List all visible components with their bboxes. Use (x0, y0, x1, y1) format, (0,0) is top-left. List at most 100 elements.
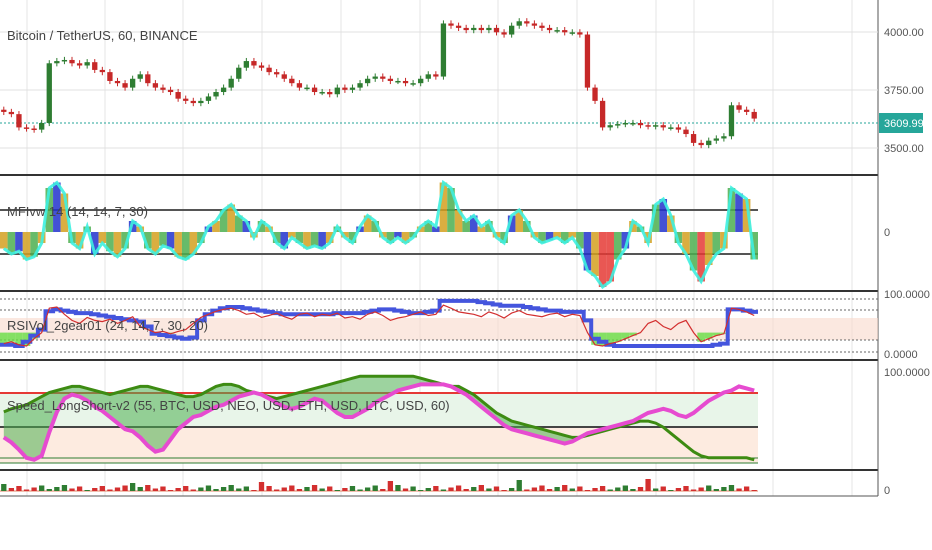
volume-bar (349, 486, 356, 491)
rsi-fill-segment (704, 332, 713, 339)
mfi-bar (553, 232, 561, 238)
mfi-bar (401, 232, 410, 243)
candle-body (198, 100, 204, 104)
candle-body (61, 59, 68, 62)
volume-bar (54, 487, 60, 491)
mfi-bar (15, 232, 23, 252)
candle-body (668, 127, 674, 129)
candle-body (653, 125, 659, 127)
volume-bar (289, 485, 295, 491)
candle-body (554, 30, 560, 32)
candle-body (220, 87, 227, 93)
rsi-fill-segment (606, 332, 614, 344)
mfi-bar (90, 232, 99, 254)
rsi-fill-segment (712, 332, 721, 336)
rsi-tick-0: 0.0000 (884, 349, 918, 361)
volume-bar (152, 488, 159, 491)
speed-lower-zone (0, 427, 758, 463)
mfi-bar (697, 232, 705, 282)
volume-bar (274, 489, 280, 491)
volume-bar (418, 490, 424, 491)
volume-bar (448, 487, 454, 491)
mfi-bar (742, 199, 751, 232)
rsi-fill-segment (621, 332, 630, 339)
mfi-bar (257, 221, 266, 232)
mfi-bar (325, 232, 334, 243)
volume-bar (493, 486, 500, 491)
mfi-bar (424, 221, 433, 232)
candle-body (167, 89, 174, 93)
candle-body (76, 63, 83, 66)
mfi-bar (651, 204, 660, 232)
mfi-bar (318, 232, 326, 249)
candle-body (311, 87, 318, 93)
candle-body (455, 25, 462, 28)
candle-body (175, 92, 181, 99)
candle-body (152, 83, 159, 88)
volume-bar (645, 479, 651, 491)
candle-body (713, 138, 719, 141)
volume-bar (440, 489, 447, 491)
candle-body (690, 134, 697, 143)
candle-body (84, 62, 90, 66)
candle-body (630, 122, 636, 125)
volume-bar (160, 486, 166, 491)
volume-bar (516, 480, 522, 491)
mfi-bar (477, 226, 486, 232)
price-gridlines (0, 31, 878, 149)
candle-body (607, 125, 613, 128)
candle-body (31, 128, 37, 131)
mfi-bar (667, 215, 675, 232)
candle-body (92, 62, 98, 70)
mfi-bar (7, 232, 16, 254)
rsi-fill-segment (613, 332, 622, 342)
candle-body (675, 127, 682, 130)
mfi-bar (591, 232, 599, 276)
volume-bar (395, 485, 401, 491)
rsi-volume-line (0, 298, 758, 348)
mfi-bar (189, 232, 198, 254)
candle-body (387, 78, 394, 81)
volume-bar (137, 487, 143, 491)
candle-body (160, 87, 166, 90)
candle-body (448, 23, 454, 26)
mfi-bar (386, 232, 395, 243)
candle-body (380, 76, 386, 79)
candle-body (334, 87, 340, 95)
candle-body (508, 25, 515, 35)
candle-body (539, 25, 545, 28)
volume-bar (46, 489, 52, 491)
candle-body (622, 122, 629, 125)
candle-body (418, 78, 424, 84)
volume-bar (478, 485, 484, 491)
mfi-bar (113, 232, 122, 257)
price-tick-4000: 4000.00 (884, 27, 924, 39)
candle-body (562, 30, 568, 33)
volume-bar (433, 486, 439, 491)
candle-body (478, 27, 484, 31)
mfi-bar (159, 232, 167, 246)
speed-magenta-line (2, 382, 755, 462)
mfi-bar (53, 182, 61, 232)
volume-bar (342, 488, 348, 491)
candle-body (599, 100, 606, 128)
mfi-bar (598, 232, 607, 287)
price-tick-3500: 3500.00 (884, 143, 924, 155)
volume-bar (698, 487, 704, 491)
price-pane: Bitcoin / TetherUS, 60, BINANCE 4000.00 … (0, 18, 924, 155)
candle-body (243, 61, 250, 68)
mfi-bar (98, 232, 107, 243)
mfi-bar (22, 232, 31, 260)
volume-bar (562, 485, 568, 491)
candle-body (410, 83, 416, 85)
volume-bar (296, 489, 303, 491)
mfi-bar (234, 215, 243, 232)
volume-bar (1, 484, 7, 491)
volume-bar (728, 485, 735, 491)
mfi-bar (394, 232, 402, 238)
volume-bar (69, 488, 75, 491)
volume-bar (228, 485, 234, 491)
volume-bar (327, 486, 333, 491)
candle-body (289, 78, 295, 84)
